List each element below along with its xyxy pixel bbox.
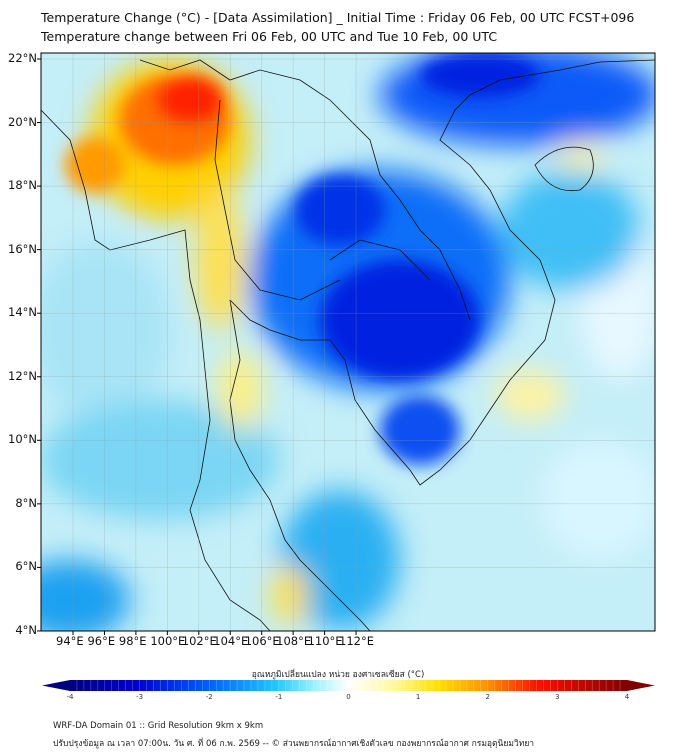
lon-label: 100°E [150, 634, 186, 648]
lon-label: 108°E [276, 634, 312, 648]
colorbar-min-arrow [42, 680, 70, 691]
lon-label: 106°E [244, 634, 280, 648]
lon-label: 110°E [307, 634, 343, 648]
lat-label: 6°N [15, 559, 37, 574]
colorbar-tick: 1 [415, 693, 421, 701]
lat-label: 16°N [8, 241, 37, 256]
lat-label: 8°N [15, 495, 37, 510]
colorbar-tick: 0 [346, 693, 351, 701]
lat-label: 20°N [8, 114, 37, 129]
lat-label: 10°N [8, 432, 37, 447]
lon-label: 94°E [56, 634, 84, 648]
lat-label: 4°N [15, 622, 37, 637]
map-frame [40, 52, 656, 632]
colorbar-max-arrow [627, 680, 655, 691]
lat-label: 12°N [8, 368, 37, 383]
colorbar-tick: -3 [136, 693, 144, 701]
colorbar-label: อุณหภูมิเปลี่ยนแปลง หน่วย องศาเซลเซียส (… [251, 670, 425, 680]
chart-subtitle: Temperature change between Fri 06 Feb, 0… [41, 29, 498, 44]
temperature-field [41, 53, 655, 631]
lat-label: 22°N [8, 51, 37, 65]
chart-title: Temperature Change (°C) - [Data Assimila… [41, 10, 635, 25]
footer-update-info: ปรับปรุงข้อมูล ณ เวลา 07:00น. วัน ศ. ที่… [53, 739, 535, 749]
colorbar-tick: -4 [66, 693, 74, 701]
lon-label: 98°E [118, 634, 147, 648]
lon-label: 96°E [87, 634, 116, 648]
lat-label: 14°N [8, 305, 37, 320]
lon-label: 102°E [181, 634, 217, 648]
lon-label: 104°E [213, 634, 249, 648]
lat-label: 18°N [8, 178, 37, 193]
colorbar-tick: 4 [624, 693, 630, 701]
lon-label: 112°E [339, 634, 375, 648]
colorbar-tick: -1 [275, 693, 283, 701]
colorbar-tick: -2 [205, 693, 213, 701]
footer-model-info: WRF-DA Domain 01 :: Grid Resolution 9km … [53, 721, 264, 731]
colorbar-tick: 2 [485, 693, 490, 701]
colorbar-tick: 3 [555, 693, 560, 701]
colorbar [42, 680, 655, 691]
